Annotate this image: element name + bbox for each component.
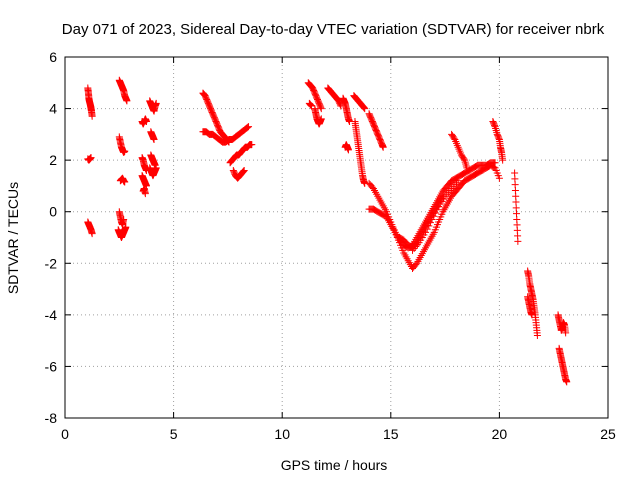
data-point xyxy=(360,103,368,111)
data-point xyxy=(152,164,160,172)
data-point xyxy=(87,154,95,162)
data-point xyxy=(240,166,248,174)
data-point xyxy=(240,167,248,175)
data-point xyxy=(88,112,96,120)
data-point xyxy=(430,212,438,220)
y-tick-label: 0 xyxy=(49,204,57,220)
data-point xyxy=(150,136,158,144)
axes: 0 5 10 15 20 25 -8 -6 -4 -2 0 2 4 6 xyxy=(45,49,616,442)
data-point xyxy=(454,177,462,185)
data-point xyxy=(248,141,256,149)
data-point xyxy=(142,117,150,125)
y-tick-label: -6 xyxy=(45,358,58,374)
data-points xyxy=(84,76,571,386)
x-axis-label: GPS time / hours xyxy=(281,457,388,473)
data-point xyxy=(533,331,541,339)
data-point xyxy=(88,230,96,238)
data-point xyxy=(499,156,507,164)
data-point xyxy=(379,143,387,151)
data-point xyxy=(306,101,314,109)
data-point xyxy=(495,174,503,182)
data-point xyxy=(239,168,247,176)
data-point xyxy=(123,97,131,105)
data-point xyxy=(450,134,458,142)
data-point xyxy=(244,123,252,131)
y-tick-label: 2 xyxy=(49,152,57,168)
data-point xyxy=(514,237,522,245)
data-point xyxy=(433,206,441,214)
data-point xyxy=(563,378,571,386)
data-point xyxy=(317,105,325,113)
data-point xyxy=(344,146,352,154)
data-point xyxy=(317,115,325,123)
data-point xyxy=(462,160,470,168)
x-tick-label: 25 xyxy=(600,426,616,442)
data-point xyxy=(491,121,499,129)
data-point xyxy=(431,209,439,217)
data-point xyxy=(121,147,129,155)
data-point xyxy=(243,124,251,132)
chart-title: Day 071 of 2023, Sidereal Day-to-day VTE… xyxy=(62,21,605,38)
data-point xyxy=(426,219,434,227)
data-point xyxy=(360,104,368,112)
data-point xyxy=(422,228,430,236)
data-point xyxy=(306,100,314,108)
x-tick-label: 0 xyxy=(61,426,69,442)
x-tick-label: 5 xyxy=(170,426,178,442)
data-point xyxy=(307,101,315,109)
x-tick-label: 20 xyxy=(492,426,508,442)
data-point xyxy=(562,329,570,337)
x-tick-label: 15 xyxy=(383,426,399,442)
grid-lines xyxy=(65,57,608,418)
y-tick-label: 6 xyxy=(49,49,57,65)
plot-frame xyxy=(64,56,609,419)
y-tick-label: -8 xyxy=(45,410,58,426)
data-point xyxy=(423,225,431,233)
data-point xyxy=(152,99,160,107)
data-point xyxy=(120,215,128,223)
data-point xyxy=(121,178,129,186)
data-point xyxy=(460,155,468,163)
data-point xyxy=(122,223,130,231)
data-point xyxy=(528,311,536,319)
data-point xyxy=(425,222,433,230)
data-point xyxy=(361,105,369,113)
data-point xyxy=(428,215,436,223)
data-point xyxy=(317,103,325,111)
y-tick-label: -4 xyxy=(45,307,58,323)
data-point xyxy=(463,164,471,172)
data-point xyxy=(141,190,149,198)
data-point xyxy=(495,134,503,142)
data-point xyxy=(491,159,499,167)
y-axis-label: SDTVAR / TECUs xyxy=(5,182,21,294)
data-point xyxy=(245,123,253,131)
data-point xyxy=(492,126,500,134)
y-tick-label: -2 xyxy=(45,255,58,271)
x-tick-label: 10 xyxy=(274,426,290,442)
y-tick-label: 4 xyxy=(49,101,57,117)
